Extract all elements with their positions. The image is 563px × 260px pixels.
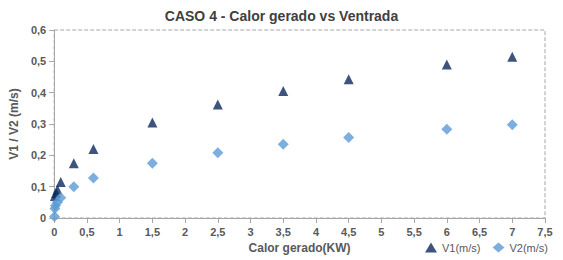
svg-text:0,4: 0,4 [31, 87, 47, 99]
svg-text:3,5: 3,5 [276, 226, 291, 238]
svg-text:2: 2 [182, 226, 188, 238]
svg-text:3: 3 [247, 226, 253, 238]
svg-text:7: 7 [509, 226, 515, 238]
svg-text:6: 6 [444, 226, 450, 238]
svg-text:CASO 4 - Calor gerado vs Ventr: CASO 4 - Calor gerado vs Ventrada [165, 8, 399, 24]
svg-text:V2(m/s): V2(m/s) [510, 242, 549, 254]
svg-text:0,1: 0,1 [31, 181, 46, 193]
svg-text:7,5: 7,5 [537, 226, 552, 238]
svg-text:0,2: 0,2 [31, 149, 46, 161]
svg-text:Calor gerado(KW): Calor gerado(KW) [249, 241, 351, 255]
svg-text:1: 1 [117, 226, 123, 238]
svg-text:5,5: 5,5 [406, 226, 421, 238]
svg-text:0,5: 0,5 [79, 226, 94, 238]
svg-text:V1(m/s): V1(m/s) [442, 242, 481, 254]
svg-text:0,6: 0,6 [31, 24, 46, 36]
svg-text:0: 0 [40, 212, 46, 224]
svg-text:4,5: 4,5 [341, 226, 356, 238]
svg-text:V1 / V2 (m/s): V1 / V2 (m/s) [7, 88, 21, 159]
svg-text:1,5: 1,5 [145, 226, 160, 238]
svg-text:5: 5 [378, 226, 384, 238]
svg-text:0: 0 [51, 226, 57, 238]
svg-text:6,5: 6,5 [472, 226, 487, 238]
svg-text:2,5: 2,5 [210, 226, 225, 238]
svg-text:0,3: 0,3 [31, 118, 46, 130]
svg-text:0,5: 0,5 [31, 55, 46, 67]
svg-text:4: 4 [313, 226, 320, 238]
